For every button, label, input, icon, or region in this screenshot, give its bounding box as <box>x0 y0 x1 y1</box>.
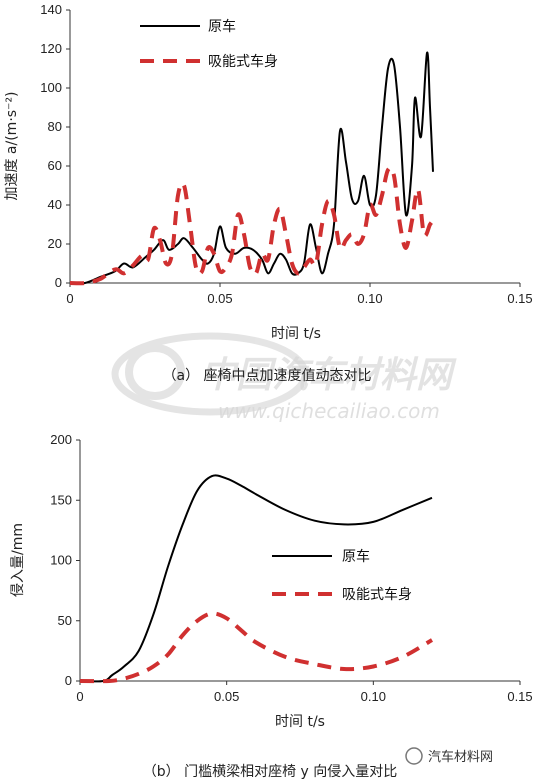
chart-b: 0 50 100 150 200 0 0.05 0.10 0.15 原车 吸能式车身 时间 t… <box>9 432 533 780</box>
y-tick-label: 0 <box>55 275 62 290</box>
chart-b-series-original <box>79 474 433 683</box>
watermark-logo-icon <box>111 332 309 416</box>
chart-b-x-ticks: 0 0.05 0.10 0.15 <box>76 681 533 704</box>
y-tick-label: 150 <box>50 492 72 507</box>
chart-a-legend-absorbing: 吸能式车身 <box>208 53 278 70</box>
y-tick-label: 200 <box>50 432 72 447</box>
corner-logo-icon <box>405 747 423 765</box>
x-tick-label: 0.15 <box>507 689 532 704</box>
y-tick-label: 40 <box>48 197 62 212</box>
chart-a-x-ticks: 0 0.05 0.10 0.15 <box>66 283 533 306</box>
y-tick-label: 0 <box>65 673 72 688</box>
y-tick-label: 120 <box>40 41 62 56</box>
chart-a-caption: （a） 座椅中点加速度值动态对比 <box>162 368 371 384</box>
chart-b-legend-original: 原车 <box>342 548 370 565</box>
corner-watermark: 汽车材料网 <box>405 747 493 765</box>
chart-b-x-label: 时间 t/s <box>275 714 325 730</box>
chart-b-y-ticks: 0 50 100 150 200 <box>50 432 80 688</box>
y-tick-label: 50 <box>58 613 72 628</box>
watermark-url: www.qichecailiao.com <box>218 399 440 423</box>
y-tick-label: 100 <box>40 80 62 95</box>
chart-a-legend-original: 原车 <box>208 18 236 35</box>
chart-b-legend: 原车 吸能式车身 <box>272 548 412 603</box>
y-tick-label: 80 <box>48 119 62 134</box>
x-tick-label: 0 <box>66 291 73 306</box>
x-tick-label: 0.10 <box>361 689 386 704</box>
watermark: 中国汽车材料网 www.qichecailiao.com <box>111 332 457 423</box>
chart-a-legend: 原车 吸能式车身 <box>140 18 278 70</box>
chart-a-y-ticks: 0 20 40 60 80 100 120 140 <box>40 2 70 290</box>
x-tick-label: 0.05 <box>207 291 232 306</box>
chart-a-series-original <box>69 51 434 285</box>
chart-a-y-label: 加速度 a/(m·s⁻²) <box>4 91 20 200</box>
chart-a-series-absorbing <box>69 165 435 286</box>
chart-a: 0 20 40 60 80 100 120 140 0 0.05 0.10 0.15 原车 吸能式车… <box>4 2 533 384</box>
chart-b-y-label: 侵入量/mm <box>9 523 26 597</box>
x-tick-label: 0.05 <box>214 689 239 704</box>
x-tick-label: 0.10 <box>357 291 382 306</box>
chart-b-legend-absorbing: 吸能式车身 <box>342 586 412 603</box>
y-tick-label: 20 <box>48 236 62 251</box>
chart-a-x-label: 时间 t/s <box>271 326 321 342</box>
x-tick-label: 0.15 <box>507 291 532 306</box>
y-tick-label: 100 <box>50 553 72 568</box>
y-tick-label: 140 <box>40 2 62 17</box>
y-tick-label: 60 <box>48 158 62 173</box>
chart-b-caption: （b） 门槛横梁相对座椅 y 向侵入量对比 <box>143 763 398 780</box>
x-tick-label: 0 <box>76 689 83 704</box>
chart-b-series-absorbing <box>79 611 434 684</box>
watermark-brand: 中国汽车材料网 <box>200 355 457 396</box>
corner-watermark-text: 汽车材料网 <box>428 749 493 765</box>
